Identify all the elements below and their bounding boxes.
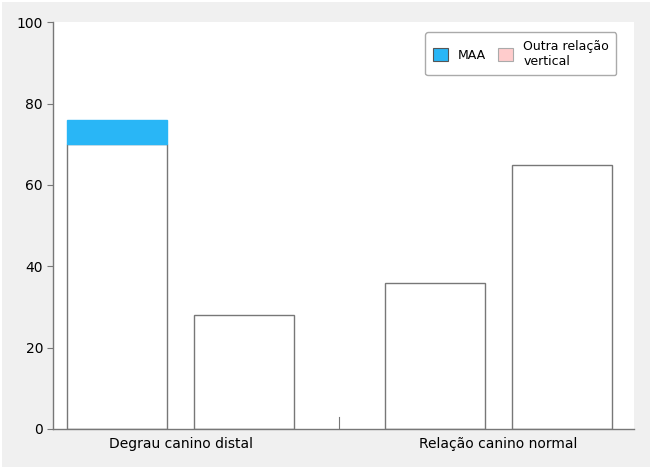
Bar bbox=[385, 283, 484, 429]
Bar bbox=[67, 120, 167, 144]
Bar bbox=[67, 144, 167, 429]
Legend: MAA, Outra relação
vertical: MAA, Outra relação vertical bbox=[425, 32, 616, 75]
Bar bbox=[194, 315, 294, 429]
Bar bbox=[512, 165, 612, 429]
